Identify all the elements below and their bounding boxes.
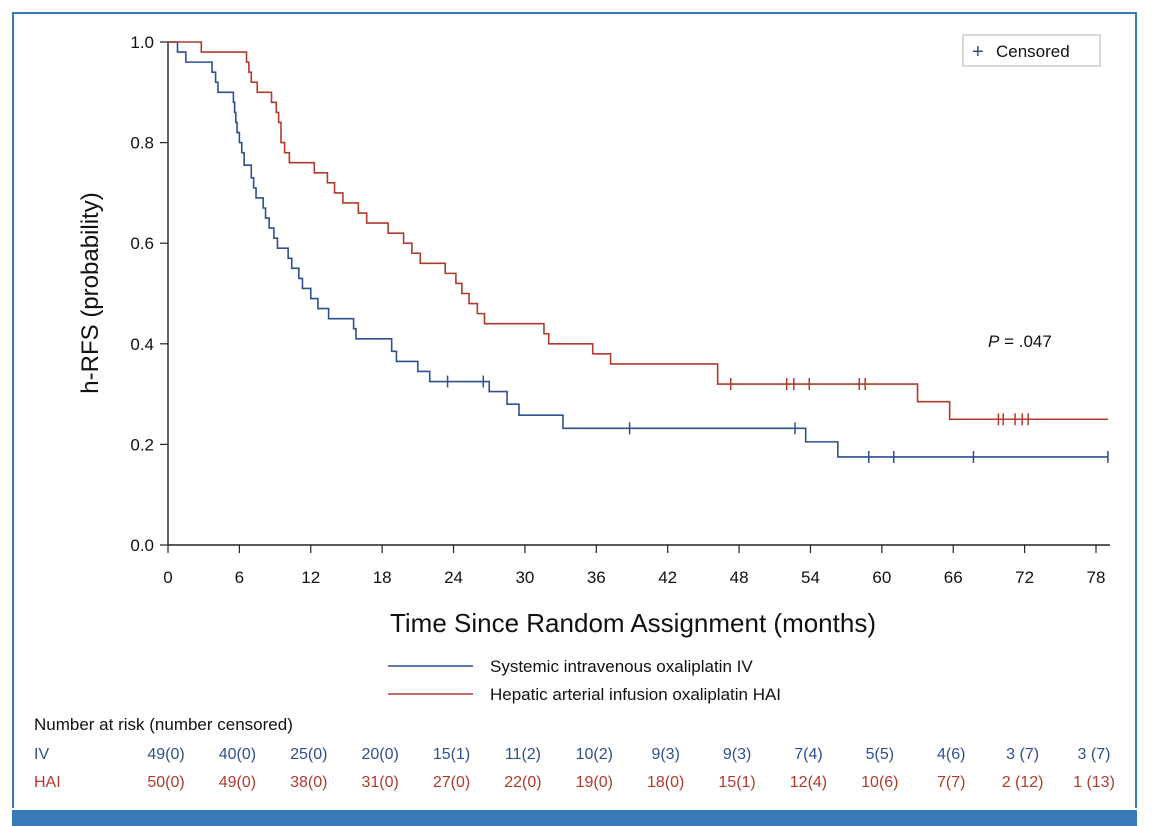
risk-cell-hai: 27(0) xyxy=(433,774,470,791)
risk-cell-iv: 7(4) xyxy=(794,746,822,763)
p-value-text: = .047 xyxy=(999,332,1051,351)
axis-ticks: 0 6 12 18 24 30 36 42 48 54 60 66 72 78 0.0 0.2 0.4 0.6 0.… xyxy=(130,33,1105,587)
risk-cell-hai: 38(0) xyxy=(290,774,327,791)
risk-table-title: Number at risk (number censored) xyxy=(34,715,293,734)
y-tick-label: 1.0 xyxy=(130,33,154,52)
x-tick-label: 36 xyxy=(587,568,606,587)
risk-cell-iv: 9(3) xyxy=(651,746,679,763)
x-tick-label: 78 xyxy=(1087,568,1106,587)
survival-curves xyxy=(168,41,1108,458)
curve-iv xyxy=(168,41,1108,458)
y-axis-title: h-RFS (probability) xyxy=(77,192,104,393)
risk-cell-hai: 2 (12) xyxy=(1002,774,1044,791)
y-tick-label: 0.2 xyxy=(130,435,154,454)
series-legend: Systemic intravenous oxaliplatin IV Hepa… xyxy=(388,657,781,704)
y-tick-label: 0.0 xyxy=(130,536,154,555)
x-axis-title: Time Since Random Assignment (months) xyxy=(390,608,876,638)
risk-row-label-hai: HAI xyxy=(34,774,61,791)
legend-label-iv: Systemic intravenous oxaliplatin IV xyxy=(490,657,753,676)
x-tick-label: 30 xyxy=(515,568,534,587)
x-tick-label: 48 xyxy=(730,568,749,587)
risk-cell-hai: 10(6) xyxy=(861,774,898,791)
risk-cell-hai: 15(1) xyxy=(718,774,755,791)
risk-cell-iv: 9(3) xyxy=(723,746,751,763)
risk-cell-hai: 49(0) xyxy=(219,774,256,791)
curve-hai xyxy=(168,41,1108,421)
x-tick-label: 72 xyxy=(1015,568,1034,587)
risk-cell-iv: 15(1) xyxy=(433,746,470,763)
risk-cell-iv: 49(0) xyxy=(147,746,184,763)
x-tick-label: 12 xyxy=(301,568,320,587)
risk-table: Number at risk (number censored) IV HAI … xyxy=(34,715,1115,791)
p-value-annotation: P = .047 xyxy=(988,332,1052,351)
x-tick-label: 42 xyxy=(658,568,677,587)
risk-cell-hai: 31(0) xyxy=(361,774,398,791)
risk-cell-iv: 3 (7) xyxy=(1006,746,1039,763)
y-tick-label: 0.4 xyxy=(130,335,154,354)
censored-legend-label: Censored xyxy=(996,42,1070,61)
axes xyxy=(167,42,1110,546)
x-tick-label: 60 xyxy=(872,568,891,587)
risk-cell-hai: 18(0) xyxy=(647,774,684,791)
censored-legend-box xyxy=(962,34,1101,67)
risk-cell-iv: 5(5) xyxy=(866,746,894,763)
risk-cell-hai: 50(0) xyxy=(147,774,184,791)
x-tick-label: 54 xyxy=(801,568,820,587)
x-tick-label: 18 xyxy=(373,568,392,587)
risk-cell-iv: 10(2) xyxy=(576,746,613,763)
risk-cell-iv: 25(0) xyxy=(290,746,327,763)
risk-cell-iv: 3 (7) xyxy=(1078,746,1111,763)
risk-cell-iv: 11(2) xyxy=(505,746,541,763)
risk-cell-hai: 7(7) xyxy=(937,774,965,791)
risk-cell-iv: 4(6) xyxy=(937,746,965,763)
risk-cell-iv: 20(0) xyxy=(361,746,398,763)
y-tick-label: 0.8 xyxy=(130,134,154,153)
censored-legend: + Censored xyxy=(962,34,1101,67)
y-tick-label: 0.6 xyxy=(130,234,154,253)
risk-cell-hai: 19(0) xyxy=(576,774,613,791)
risk-row-label-iv: IV xyxy=(34,746,49,763)
x-tick-label: 66 xyxy=(944,568,963,587)
censored-legend-symbol: + xyxy=(972,41,984,63)
x-tick-label: 6 xyxy=(235,568,244,587)
p-value-label: P xyxy=(988,332,1000,351)
x-tick-label: 24 xyxy=(444,568,463,587)
risk-cell-hai: 22(0) xyxy=(504,774,541,791)
risk-cell-iv: 40(0) xyxy=(219,746,256,763)
risk-cell-hai: 1 (13) xyxy=(1073,774,1115,791)
x-tick-label: 0 xyxy=(163,568,172,587)
risk-cell-hai: 12(4) xyxy=(790,774,827,791)
figure-bottom-bar xyxy=(12,810,1137,826)
legend-label-hai: Hepatic arterial infusion oxaliplatin HA… xyxy=(490,685,781,704)
figure-frame xyxy=(12,12,1137,808)
censor-marks xyxy=(446,375,1109,463)
